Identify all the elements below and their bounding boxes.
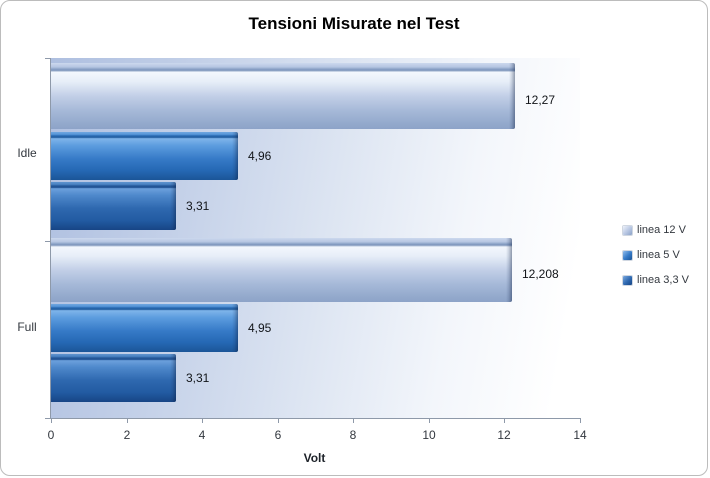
category-label-idle: Idle <box>17 146 37 160</box>
x-axis-tick-label: 6 <box>274 428 282 442</box>
x-axis-tick <box>504 418 505 423</box>
x-axis-tick-label: 4 <box>198 428 206 442</box>
x-axis-tick <box>278 418 279 423</box>
x-axis-tick-label: 8 <box>349 428 357 442</box>
legend-label: linea 5 V <box>637 249 680 261</box>
x-axis-tick-label: 10 <box>422 428 436 442</box>
y-axis-tick <box>45 58 50 59</box>
legend-swatch-icon <box>623 275 632 285</box>
y-axis-tick <box>45 241 50 242</box>
x-axis-tick <box>353 418 354 423</box>
bar-value-label: 3,31 <box>186 199 210 213</box>
bar-linea-5-V-Idle <box>51 132 238 180</box>
x-axis-tick <box>51 418 52 423</box>
x-axis-tick-label: 2 <box>123 428 131 442</box>
legend-swatch-icon <box>623 250 632 260</box>
x-axis-tick <box>202 418 203 423</box>
legend: linea 12 V linea 5 V linea 3,3 V <box>623 223 689 298</box>
bar-linea-12-V-Idle <box>51 63 515 129</box>
bar-linea-3-3-V-Full <box>51 354 176 402</box>
bar-linea-12-V-Full <box>51 238 512 302</box>
legend-label: linea 12 V <box>637 224 686 236</box>
x-axis-tick <box>127 418 128 423</box>
bar-value-label: 4,95 <box>248 321 272 335</box>
x-axis-tick <box>429 418 430 423</box>
legend-item: linea 5 V <box>623 248 689 262</box>
x-axis-title: Volt <box>303 451 326 465</box>
bar-value-label: 12,27 <box>525 93 556 107</box>
bar-value-label: 4,96 <box>248 149 272 163</box>
bar-linea-5-V-Full <box>51 304 238 352</box>
y-axis-tick <box>45 418 50 419</box>
bar-value-label: 3,31 <box>186 371 210 385</box>
category-label-full: Full <box>17 320 37 334</box>
legend-swatch-icon <box>623 225 632 235</box>
plot-area: 12,27 4,96 3,31 12,208 4,95 3,31 0 2 4 6 8 10 12 14 <box>45 58 587 442</box>
chart-title: Tensioni Misurate nel Test <box>248 14 460 33</box>
legend-label: linea 3,3 V <box>637 274 689 286</box>
x-axis-tick-label: 14 <box>573 428 587 442</box>
x-axis-tick <box>580 418 581 423</box>
x-axis-tick-label: 12 <box>497 428 511 442</box>
bar-linea-3-3-V-Idle <box>51 182 176 230</box>
legend-item: linea 3,3 V <box>623 273 689 287</box>
x-axis-tick-label: 0 <box>47 428 55 442</box>
bar-value-label: 12,208 <box>522 267 559 281</box>
legend-item: linea 12 V <box>623 223 689 237</box>
